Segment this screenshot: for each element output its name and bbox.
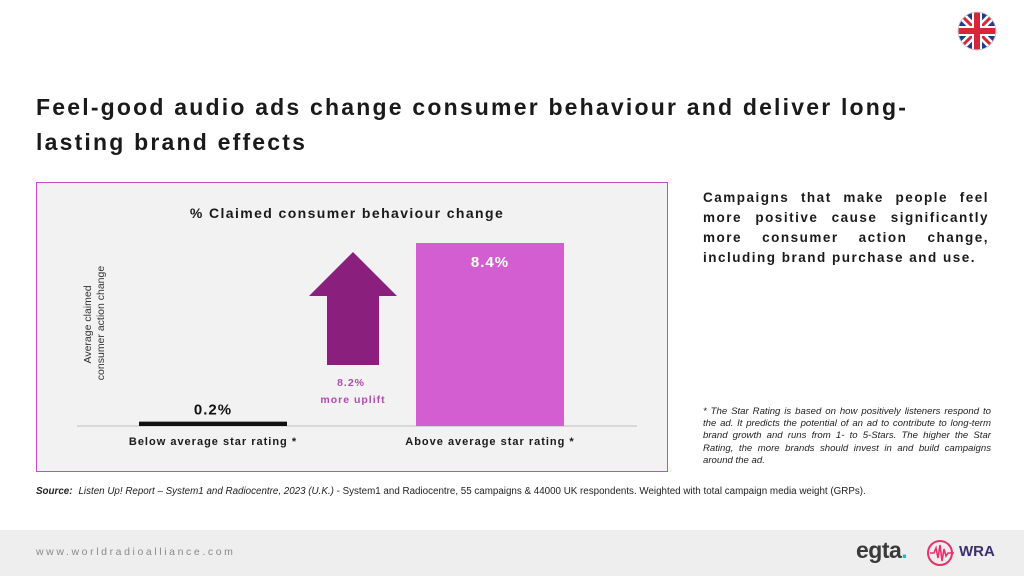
wra-logo-text: WRA [959,543,995,560]
side-text: Campaigns that make people feel more pos… [703,190,989,265]
x-tick-label-above-average: Above average star rating * [405,436,574,448]
uplift-caption: more uplift [320,394,385,406]
footer-url[interactable]: www.worldradioalliance.com [36,546,236,558]
data-label-above-average: 8.4% [471,254,509,271]
page-title: Feel-good audio ads change consumer beha… [36,94,909,155]
x-tick-label-below-average: Below average star rating * [129,436,297,448]
egta-logo-dot: . [901,537,908,563]
footer-bar: www.worldradioalliance.com egta. WRA [0,530,1024,576]
chart-title: % Claimed consumer behaviour change [190,205,504,221]
bar-above-average [416,243,564,426]
y-axis-label-line-2: consumer action change [95,266,107,381]
up-arrow-icon [309,252,397,365]
footnote: * The Star Rating is based on how positi… [703,406,991,466]
source-label: Source: [36,486,73,497]
source-reference: Listen Up! Report – System1 and Radiocen… [78,486,334,497]
uk-flag-icon [957,11,997,51]
bar-chart: % Claimed consumer behaviour change Aver… [77,205,637,448]
uplift-value: 8.2% [337,377,365,389]
bar-group: 0.2% Below average star rating * 8.4% Above… [129,243,574,448]
chart-panel: % Claimed consumer behaviour change Aver… [36,182,668,472]
bar-below-average [139,421,287,426]
source-line: Source: Listen Up! Report – System1 and R… [36,486,996,497]
egta-logo: egta. [856,537,908,564]
wra-logo-icon [927,540,954,566]
source-details: - System1 and Radiocentre, 55 campaigns … [333,486,866,497]
y-axis-label: Average claimed consumer action change [82,266,107,381]
data-label-below-average: 0.2% [194,402,232,419]
uplift-annotation: 8.2% more uplift [320,377,385,406]
egta-logo-text: egta [856,537,902,563]
y-axis-label-line-1: Average claimed [82,285,94,363]
